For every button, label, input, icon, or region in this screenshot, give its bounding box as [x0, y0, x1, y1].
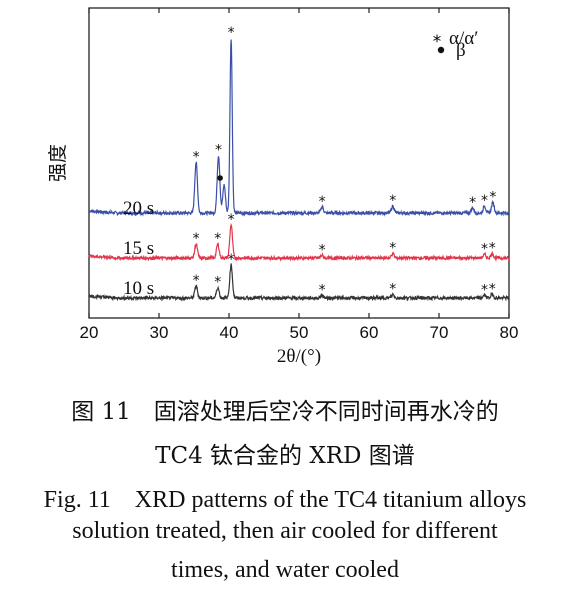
x-axis-label: 2θ/(°) [277, 346, 321, 367]
alpha-marker-1-3: * [319, 242, 326, 258]
alpha-marker-0-8: * [489, 190, 496, 206]
legend: * α/α′ β [433, 28, 479, 61]
y-axis-label: 强度 [47, 144, 69, 182]
legend-alpha-label: α/α′ [449, 28, 478, 49]
x-tick-label-20: 20 [80, 323, 99, 342]
alpha-marker-2-0: * [193, 273, 200, 289]
legend-asterisk-icon: * [433, 32, 442, 52]
series-layer: 20 s 15 s 10 s [88, 39, 510, 302]
xrd-chart: 20 s15 s10 s * *** * * * ** *** * * ** *** * * * 20 30… [47, 7, 519, 367]
alpha-marker-1-5: * [481, 242, 488, 258]
series-line-10s [88, 263, 510, 302]
alpha-marker-1-2: * [228, 212, 235, 228]
alpha-marker-2-5: * [481, 282, 488, 298]
caption-en-line3: times, and water cooled [171, 557, 399, 583]
caption-en-line2: solution treated, then air cooled for di… [72, 518, 498, 544]
alpha-marker-1-1: * [214, 231, 221, 247]
series-label-15s: 15 s [123, 238, 154, 259]
series-line-20s [88, 39, 510, 217]
alpha-marker-2-2: * [228, 252, 235, 268]
alpha-marker-0-4: * [319, 194, 326, 210]
plot-frame [88, 7, 510, 319]
x-tick-label-70: 70 [430, 323, 449, 342]
alpha-marker-0-3: * [228, 25, 235, 41]
alpha-marker-0-7: * [481, 193, 488, 209]
alpha-marker-2-1: * [214, 275, 221, 291]
legend-beta-label: β [456, 40, 466, 61]
alpha-marker-1-4: * [389, 241, 396, 257]
alpha-marker-0-5: * [389, 193, 396, 209]
alpha-marker-2-3: * [319, 282, 326, 298]
alpha-marker-0-1: * [215, 142, 222, 158]
alpha-marker-1-6: * [489, 241, 496, 257]
x-axis: 20 30 40 50 60 70 80 [80, 8, 519, 342]
x-tick-label-80: 80 [500, 323, 519, 342]
caption-cn-line2: TC4 钛合金的 XRD 图谱 [155, 443, 415, 469]
beta-marker-0-2 [217, 175, 223, 181]
series-line-15s [88, 222, 510, 262]
x-tick-label-40: 40 [220, 323, 239, 342]
alpha-marker-0-6: * [469, 195, 476, 211]
series-label-10s: 10 s [123, 278, 154, 299]
x-tick-label-30: 30 [150, 323, 169, 342]
alpha-marker-0-0: * [193, 149, 200, 165]
alpha-marker-1-0: * [193, 231, 200, 247]
alpha-marker-2-4: * [389, 282, 396, 298]
caption-en-line1: Fig. 11 XRD patterns of the TC4 titanium… [43, 487, 527, 513]
alpha-marker-2-6: * [489, 282, 496, 298]
series-label-20s: 20 s [123, 198, 154, 219]
caption-cn-line1: 图 11 固溶处理后空冷不同时间再水冷的 [71, 399, 499, 425]
x-tick-label-60: 60 [360, 323, 379, 342]
x-tick-label-50: 50 [290, 323, 309, 342]
legend-beta-dot-icon [437, 46, 445, 54]
peak-marks: * *** * * * ** *** * * ** *** * * * [193, 25, 497, 298]
